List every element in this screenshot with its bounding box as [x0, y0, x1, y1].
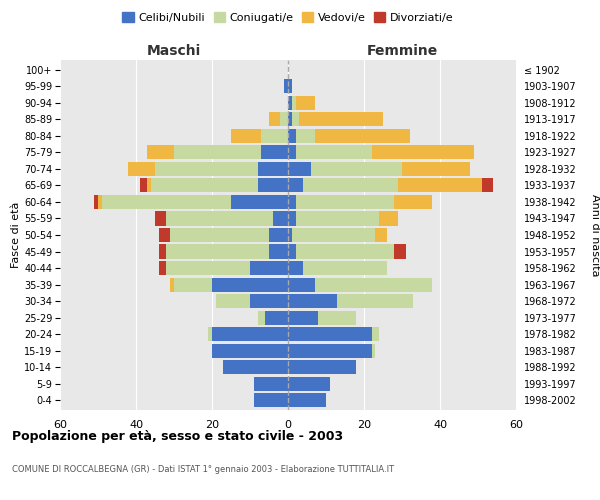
Bar — [284, 80, 288, 94]
Bar — [371, 327, 379, 341]
Bar — [288, 327, 371, 341]
Bar — [174, 278, 212, 291]
Bar — [265, 310, 288, 324]
Bar — [292, 112, 299, 126]
Bar — [159, 261, 166, 275]
Bar — [170, 278, 174, 291]
Bar — [288, 261, 303, 275]
Bar — [257, 178, 288, 192]
Y-axis label: Anni di nascita: Anni di nascita — [590, 194, 600, 276]
Bar — [288, 310, 319, 324]
Bar — [288, 228, 292, 242]
Bar — [231, 129, 262, 143]
Bar — [212, 327, 288, 341]
Bar — [303, 178, 398, 192]
Bar — [262, 129, 288, 143]
Bar — [254, 376, 288, 390]
Bar — [159, 244, 166, 258]
Bar — [292, 96, 296, 110]
Bar — [102, 195, 231, 209]
Bar — [166, 261, 250, 275]
Bar — [371, 146, 474, 160]
Bar — [288, 344, 371, 357]
Bar — [257, 310, 265, 324]
Bar — [212, 278, 288, 291]
Bar — [296, 96, 314, 110]
Bar — [288, 162, 311, 176]
Bar — [170, 228, 269, 242]
Bar — [402, 162, 470, 176]
Bar — [250, 294, 288, 308]
Bar — [288, 129, 296, 143]
Bar — [288, 195, 296, 209]
Bar — [314, 129, 410, 143]
Bar — [288, 212, 296, 226]
Bar — [280, 112, 288, 126]
Bar — [288, 393, 326, 407]
Text: Popolazione per età, sesso e stato civile - 2003: Popolazione per età, sesso e stato civil… — [12, 430, 343, 443]
Bar — [288, 80, 292, 94]
Bar — [174, 146, 262, 160]
Bar — [166, 244, 269, 258]
Bar — [254, 393, 288, 407]
Bar — [288, 178, 303, 192]
Bar — [166, 212, 273, 226]
Bar — [296, 129, 314, 143]
Bar — [288, 96, 292, 110]
Bar — [288, 112, 292, 126]
Bar — [257, 162, 288, 176]
Text: Femmine: Femmine — [367, 44, 437, 59]
Bar — [140, 178, 148, 192]
Bar — [128, 162, 155, 176]
Bar — [288, 146, 296, 160]
Bar — [296, 244, 394, 258]
Bar — [223, 360, 288, 374]
Text: COMUNE DI ROCCALBEGNA (GR) - Dati ISTAT 1° gennaio 2003 - Elaborazione TUTTITALI: COMUNE DI ROCCALBEGNA (GR) - Dati ISTAT … — [12, 465, 394, 474]
Bar — [269, 112, 280, 126]
Bar — [371, 344, 376, 357]
Bar — [376, 228, 387, 242]
Bar — [379, 212, 398, 226]
Bar — [216, 294, 250, 308]
Bar — [288, 278, 314, 291]
Bar — [288, 376, 330, 390]
Legend: Celibi/Nubili, Coniugati/e, Vedovi/e, Divorziati/e: Celibi/Nubili, Coniugati/e, Vedovi/e, Di… — [118, 8, 458, 28]
Bar — [151, 178, 257, 192]
Bar — [94, 195, 98, 209]
Bar — [288, 294, 337, 308]
Bar — [155, 162, 257, 176]
Bar — [311, 162, 402, 176]
Bar — [269, 228, 288, 242]
Bar — [296, 195, 394, 209]
Bar — [212, 344, 288, 357]
Bar — [155, 212, 166, 226]
Bar — [231, 195, 288, 209]
Bar — [482, 178, 493, 192]
Bar — [288, 244, 296, 258]
Bar — [148, 178, 151, 192]
Bar — [319, 310, 356, 324]
Bar — [273, 212, 288, 226]
Text: Maschi: Maschi — [147, 44, 201, 59]
Bar — [208, 327, 212, 341]
Bar — [250, 261, 288, 275]
Bar — [269, 244, 288, 258]
Bar — [303, 261, 387, 275]
Bar — [296, 212, 379, 226]
Bar — [159, 228, 170, 242]
Bar — [394, 244, 406, 258]
Bar — [148, 146, 174, 160]
Bar — [288, 360, 356, 374]
Bar — [337, 294, 413, 308]
Bar — [394, 195, 433, 209]
Bar — [299, 112, 383, 126]
Bar — [314, 278, 433, 291]
Bar — [292, 228, 376, 242]
Bar — [296, 146, 371, 160]
Y-axis label: Fasce di età: Fasce di età — [11, 202, 21, 268]
Bar — [262, 146, 288, 160]
Bar — [398, 178, 482, 192]
Bar — [98, 195, 102, 209]
